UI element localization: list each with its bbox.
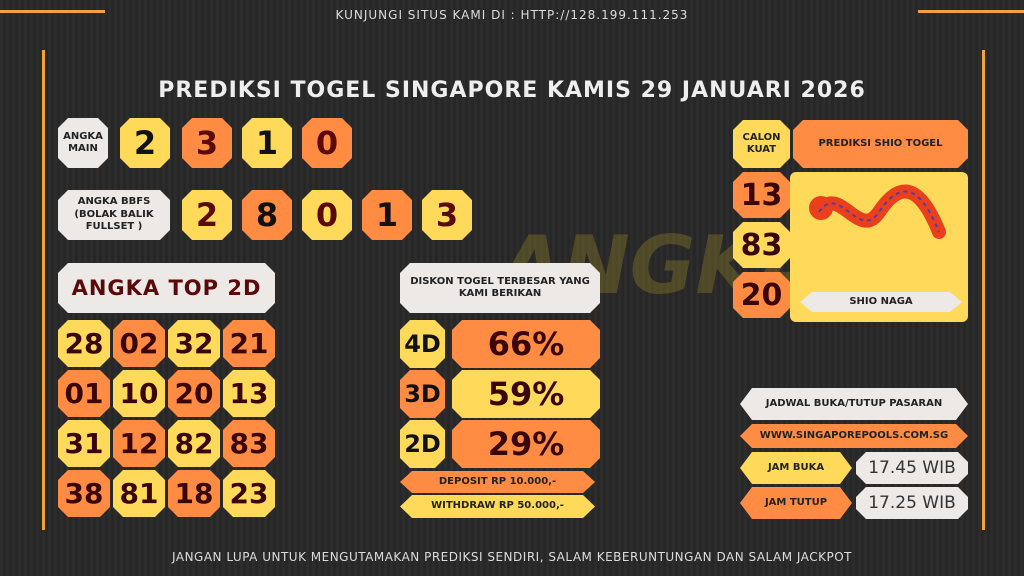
top2d-number: 38 bbox=[58, 470, 110, 517]
shio-number: 83 bbox=[733, 222, 790, 268]
diskon-type: 2D bbox=[400, 420, 445, 468]
shio-number: 20 bbox=[733, 272, 790, 318]
footer-note: JANGAN LUPA UNTUK MENGUTAMAKAN PREDIKSI … bbox=[172, 550, 852, 564]
angka-main-digit: 3 bbox=[182, 118, 232, 168]
bbfs-label: ANGKA BBFS (BOLAK BALIK FULLSET ) bbox=[58, 190, 170, 240]
diskon-label: DISKON TOGEL TERBESAR YANG KAMI BERIKAN bbox=[400, 263, 600, 313]
angka-main-label: ANGKA MAIN bbox=[58, 118, 108, 168]
frame-line bbox=[0, 10, 105, 13]
top2d-number: 20 bbox=[168, 370, 220, 417]
top2d-number: 23 bbox=[223, 470, 275, 517]
shio-title: PREDIKSI SHIO TOGEL bbox=[793, 120, 968, 168]
calon-kuat-label: CALON KUAT bbox=[733, 120, 790, 168]
top-note: KUNJUNGI SITUS KAMI DI : HTTP://128.199.… bbox=[335, 8, 689, 22]
bbfs-digit: 1 bbox=[362, 190, 412, 240]
top2d-number: 02 bbox=[113, 320, 165, 367]
frame-line bbox=[982, 50, 985, 530]
jam-buka-value: 17.45 WIB bbox=[856, 452, 968, 484]
top2d-number: 10 bbox=[113, 370, 165, 417]
top2d-number: 82 bbox=[168, 420, 220, 467]
frame-line bbox=[918, 10, 1024, 13]
top2d-number: 13 bbox=[223, 370, 275, 417]
top2d-number: 32 bbox=[168, 320, 220, 367]
jam-tutup-value: 17.25 WIB bbox=[856, 487, 968, 519]
jadwal-title: JADWAL BUKA/TUTUP PASARAN bbox=[740, 388, 968, 420]
top2d-number: 81 bbox=[113, 470, 165, 517]
bbfs-digit: 3 bbox=[422, 190, 472, 240]
diskon-value: 66% bbox=[452, 320, 600, 368]
top2d-number: 01 bbox=[58, 370, 110, 417]
page-title: PREDIKSI TOGEL SINGAPORE KAMIS 29 JANUAR… bbox=[158, 78, 866, 103]
top2d-number: 21 bbox=[223, 320, 275, 367]
top2d-label: ANGKA TOP 2D bbox=[58, 263, 275, 313]
withdraw-info: WITHDRAW RP 50.000,- bbox=[400, 495, 595, 518]
top2d-number: 31 bbox=[58, 420, 110, 467]
frame-line bbox=[42, 50, 45, 530]
angka-main-digit: 1 bbox=[242, 118, 292, 168]
dragon-icon bbox=[809, 184, 946, 239]
top2d-number: 12 bbox=[113, 420, 165, 467]
top2d-number: 28 bbox=[58, 320, 110, 367]
shio-number: 13 bbox=[733, 172, 790, 218]
diskon-type: 3D bbox=[400, 370, 445, 418]
bbfs-digit: 8 bbox=[242, 190, 292, 240]
top2d-number: 18 bbox=[168, 470, 220, 517]
jadwal-site-link[interactable]: WWW.SINGAPOREPOOLS.COM.SG bbox=[740, 424, 968, 448]
top2d-number: 83 bbox=[223, 420, 275, 467]
diskon-value: 59% bbox=[452, 370, 600, 418]
bbfs-digit: 0 bbox=[302, 190, 352, 240]
deposit-info: DEPOSIT RP 10.000,- bbox=[400, 471, 595, 493]
diskon-value: 29% bbox=[452, 420, 600, 468]
angka-main-digit: 0 bbox=[302, 118, 352, 168]
jam-buka-label: JAM BUKA bbox=[740, 452, 852, 484]
diskon-type: 4D bbox=[400, 320, 445, 368]
jam-tutup-label: JAM TUTUP bbox=[740, 487, 852, 519]
angka-main-digit: 2 bbox=[120, 118, 170, 168]
shio-name: SHIO NAGA bbox=[800, 292, 962, 312]
bbfs-digit: 2 bbox=[182, 190, 232, 240]
